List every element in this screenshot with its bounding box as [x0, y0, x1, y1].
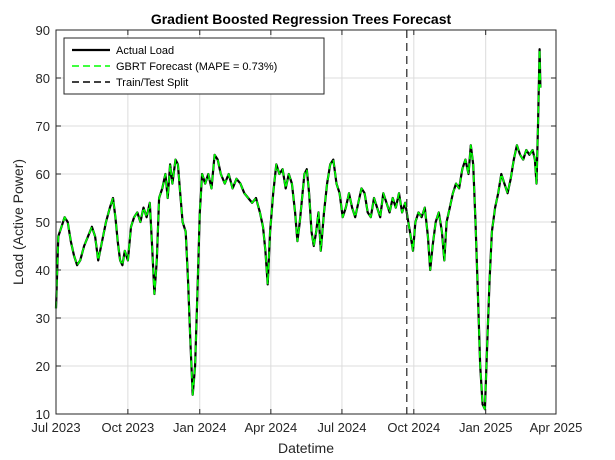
legend: Actual Load GBRT Forecast (MAPE = 0.73%) T… — [63, 37, 325, 95]
x-tick-label: Oct 2023 — [101, 420, 154, 435]
y-tick-label: 60 — [36, 167, 50, 182]
y-tick-label: 40 — [36, 263, 50, 278]
chart-title: Gradient Boosted Regression Trees Foreca… — [151, 11, 452, 27]
y-tick-label: 70 — [36, 119, 50, 134]
y-tick-label: 10 — [36, 407, 50, 422]
x-tick-label: Jul 2023 — [31, 420, 80, 435]
legend-label: GBRT Forecast (MAPE = 0.73%) — [116, 61, 277, 73]
y-tick-label: 30 — [36, 311, 50, 326]
x-tick-label: Jan 2024 — [173, 420, 227, 435]
x-tick-label: Jul 2024 — [317, 420, 366, 435]
x-tick-label: Jan 2025 — [459, 420, 513, 435]
x-tick-label: Apr 2025 — [530, 420, 583, 435]
gbrt-forecast-line — [55, 48, 542, 411]
y-tick-label: 50 — [36, 215, 50, 230]
y-tick-label: 90 — [36, 23, 50, 38]
legend-label: Train/Test Split — [116, 77, 188, 89]
y-tick-label: 20 — [36, 359, 50, 374]
y-tick-label: 80 — [36, 71, 50, 86]
y-axis-label: Load (Active Power) — [10, 159, 26, 285]
x-tick-label: Oct 2024 — [387, 420, 440, 435]
axis-ticks: 10 20 30 40 50 60 70 80 90 Jul 2023 Oct 2023 Jan 20… — [31, 23, 582, 435]
x-axis-label: Datetime — [278, 440, 334, 456]
plot-area — [54, 48, 542, 411]
x-tick-label: Apr 2024 — [244, 420, 297, 435]
legend-label: Actual Load — [116, 45, 174, 57]
